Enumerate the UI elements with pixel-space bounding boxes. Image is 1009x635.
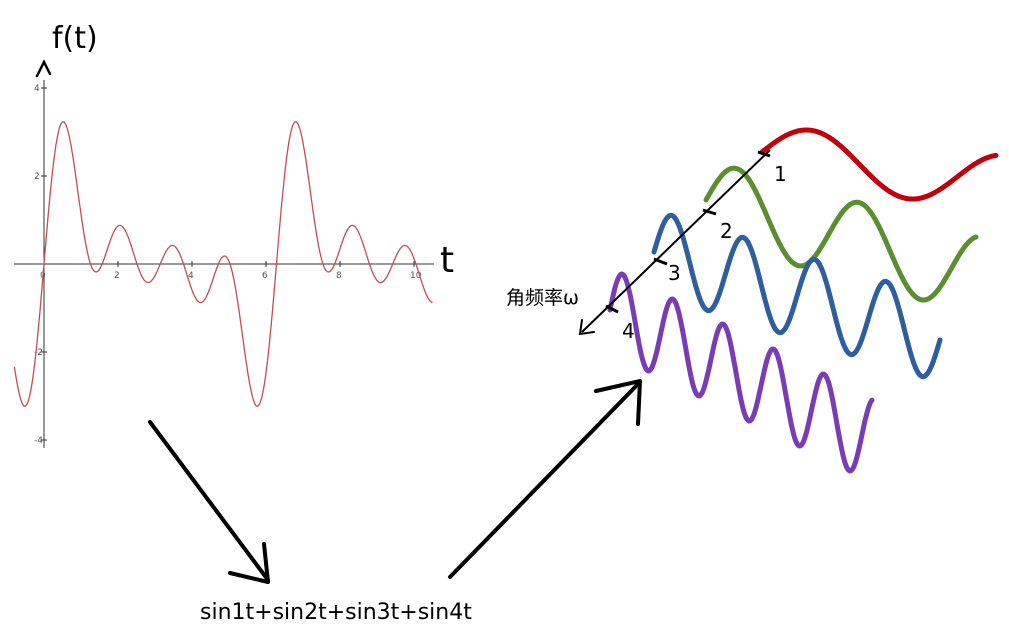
sine-wave-1 (759, 127, 999, 202)
x-tick-label: 10 (410, 271, 422, 281)
y-tick-label: -4 (34, 436, 43, 446)
component-label-4: 4 (622, 319, 635, 343)
up-arrow (448, 379, 642, 579)
sine-wave-3 (651, 212, 943, 380)
transform-arrows (148, 379, 642, 584)
y-tick-label: 2 (34, 172, 40, 182)
down-arrow (148, 420, 270, 584)
y-axis-arrow-icon (35, 59, 52, 78)
frequency-axis (581, 149, 771, 333)
sum-curve (13, 121, 433, 407)
x-tick-label: 4 (188, 271, 194, 281)
y-tick-label: -2 (34, 348, 43, 358)
component-label-1: 1 (774, 162, 787, 186)
sine-wave-4 (607, 271, 875, 474)
y-axis-label: f(t) (52, 21, 98, 56)
tick-mark-1 (757, 150, 771, 158)
frequency-decomposition: 1 2 3 4 角频率ω (506, 127, 999, 474)
tick-mark-3 (653, 257, 668, 266)
formula-text: sin1t+sin2t+sin3t+sin4t (200, 600, 472, 625)
arrow-up-icon (594, 379, 642, 426)
x-tick-label: 8 (336, 271, 342, 281)
tick-mark-4 (605, 304, 619, 314)
component-label-3: 3 (668, 261, 681, 285)
sine-wave-2 (703, 165, 979, 303)
y-tick-label: 4 (34, 84, 40, 94)
frequency-axis-label: 角频率ω (506, 287, 579, 309)
arrow-down-icon (228, 542, 270, 584)
frequency-axis-arrow-icon (578, 319, 595, 336)
x-tick-label: 6 (262, 271, 268, 281)
x-tick-label: 2 (114, 271, 120, 281)
time-domain-graph: 0 2 4 6 8 10 42-2-4 f(t) t (13, 21, 454, 448)
component-label-2: 2 (720, 219, 733, 243)
tick-mark-2 (702, 208, 717, 216)
x-axis-label: t (440, 240, 454, 281)
y-axis-ticks: 4 2 -2 -4 (34, 84, 47, 446)
